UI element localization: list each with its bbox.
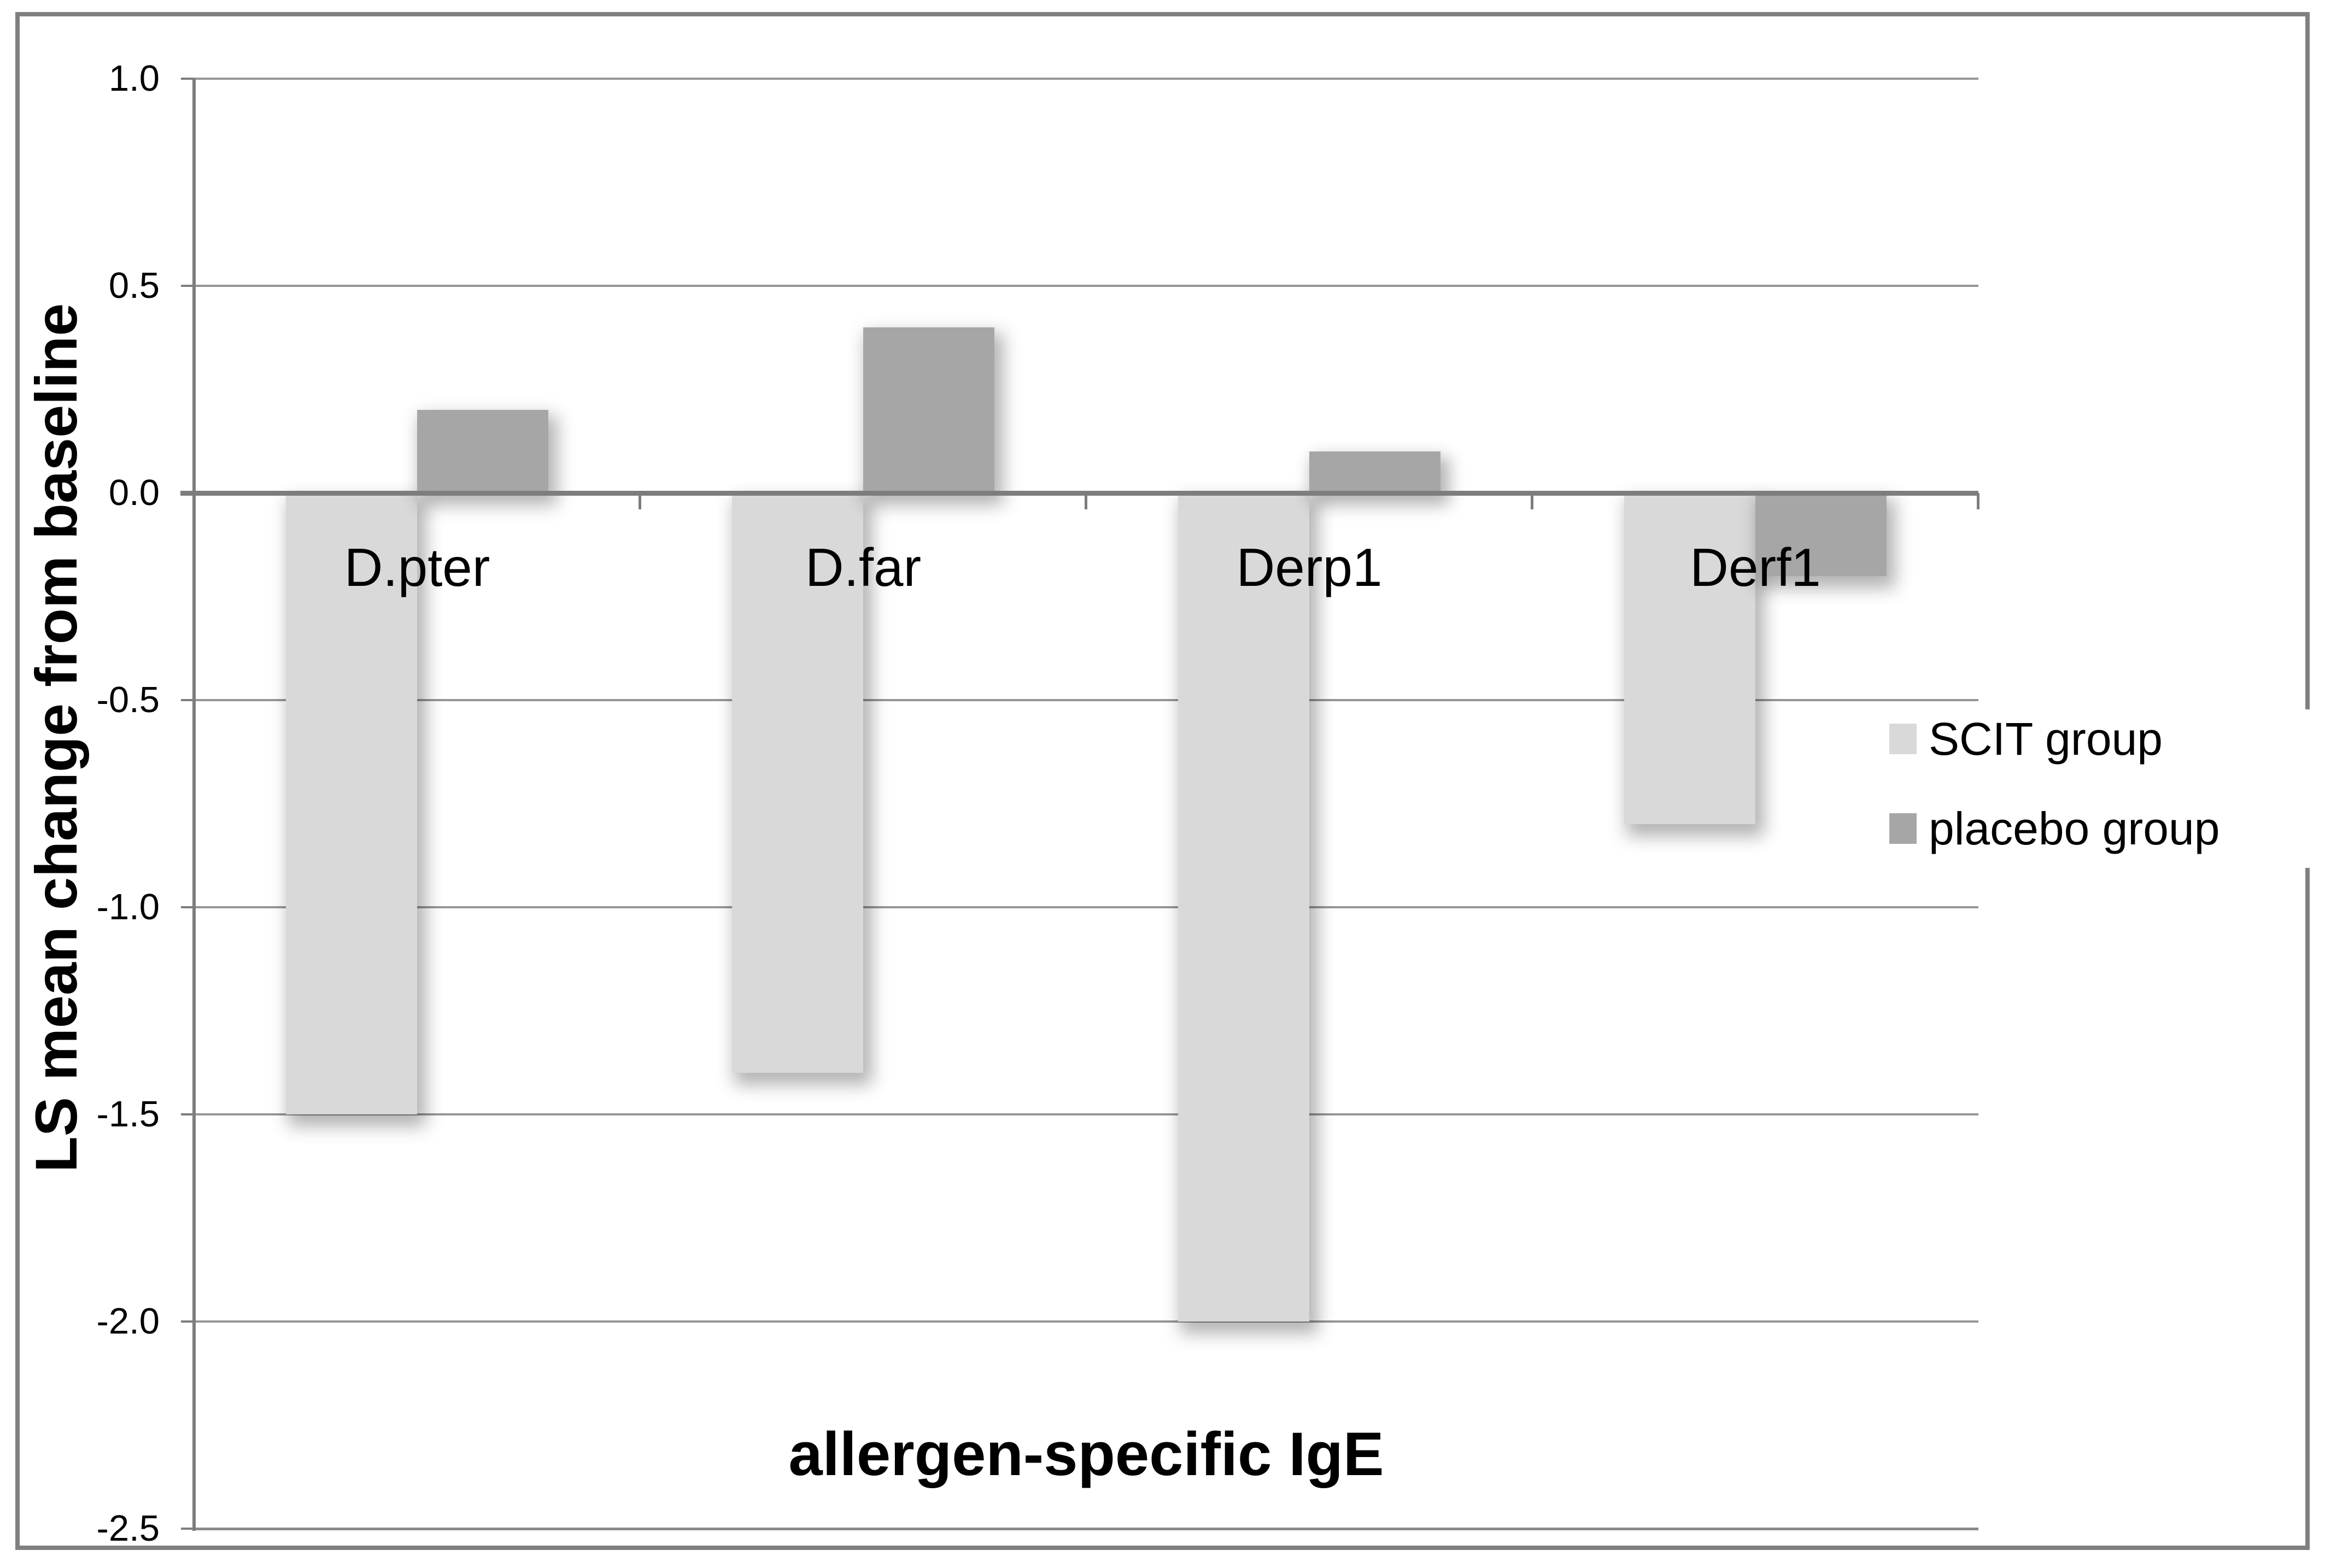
y-tick-label-0.5: 0.5 xyxy=(108,265,160,306)
gridline--0.5 xyxy=(194,699,1978,701)
category-label-derf1: Derf1 xyxy=(1690,537,1821,597)
gridline--1.0 xyxy=(194,906,1978,908)
y-tick-label--0.5: -0.5 xyxy=(96,679,160,720)
bar-scit-group-derf1 xyxy=(1624,493,1755,825)
legend-swatch-placebo-group xyxy=(1889,813,1917,844)
bar-placebo-group-derf1 xyxy=(1755,493,1887,576)
y-tick-label--1.0: -1.0 xyxy=(96,886,160,927)
y-tick-label--2.0: -2.0 xyxy=(96,1301,160,1342)
category-label-d-pter: D.pter xyxy=(344,537,490,597)
y-tick-label--2.5: -2.5 xyxy=(96,1508,160,1549)
legend-label-placebo-group: placebo group xyxy=(1929,802,2220,854)
bar-scit-group-d-far xyxy=(732,493,863,1073)
category-label-d-far: D.far xyxy=(805,537,922,597)
x-tick-mark-1 xyxy=(639,493,641,509)
x-axis-title: allergen-specific IgE xyxy=(788,1420,1384,1488)
y-tick-mark-1.0 xyxy=(181,78,194,80)
y-tick-label-0.0: 0.0 xyxy=(108,472,160,513)
bar-placebo-group-d-pter xyxy=(417,410,548,493)
gridline-0.5 xyxy=(194,285,1978,287)
x-tick-mark-2 xyxy=(1085,493,1087,509)
y-tick-label--1.5: -1.5 xyxy=(96,1094,160,1135)
legend: SCIT group placebo group xyxy=(1879,709,2311,868)
x-tick-mark-4 xyxy=(1977,493,1980,509)
legend-item-placebo-group: placebo group xyxy=(1889,803,2219,854)
y-tick-mark--2.0 xyxy=(181,1320,194,1323)
x-tick-mark-3 xyxy=(1531,493,1533,509)
y-axis-title: LS mean change from baseline xyxy=(23,303,89,1173)
y-tick-mark-0.0 xyxy=(181,492,194,494)
gridline--2.5 xyxy=(194,1528,1978,1530)
y-tick-mark-0.5 xyxy=(181,285,194,287)
category-label-derp1: Derp1 xyxy=(1236,537,1383,597)
bar-placebo-group-d-far xyxy=(863,327,994,493)
x-axis-zero-line xyxy=(180,491,1978,496)
y-tick-mark--1.0 xyxy=(181,906,194,908)
bar-placebo-group-derp1 xyxy=(1309,451,1440,493)
y-tick-mark--0.5 xyxy=(181,699,194,701)
y-tick-mark--2.5 xyxy=(181,1528,194,1530)
y-tick-label-1.0: 1.0 xyxy=(108,58,160,99)
gridline-1.0 xyxy=(194,78,1978,80)
y-axis-line xyxy=(192,79,196,1531)
legend-item-scit-group: SCIT group xyxy=(1889,713,2163,765)
bar-scit-group-d-pter xyxy=(286,493,417,1114)
bar-scit-group-derp1 xyxy=(1178,493,1309,1322)
y-tick-mark--1.5 xyxy=(181,1113,194,1115)
legend-swatch-scit-group xyxy=(1889,724,1917,754)
gridline--1.5 xyxy=(194,1113,1978,1115)
legend-label-scit-group: SCIT group xyxy=(1929,713,2163,765)
gridline--2.0 xyxy=(194,1320,1978,1323)
